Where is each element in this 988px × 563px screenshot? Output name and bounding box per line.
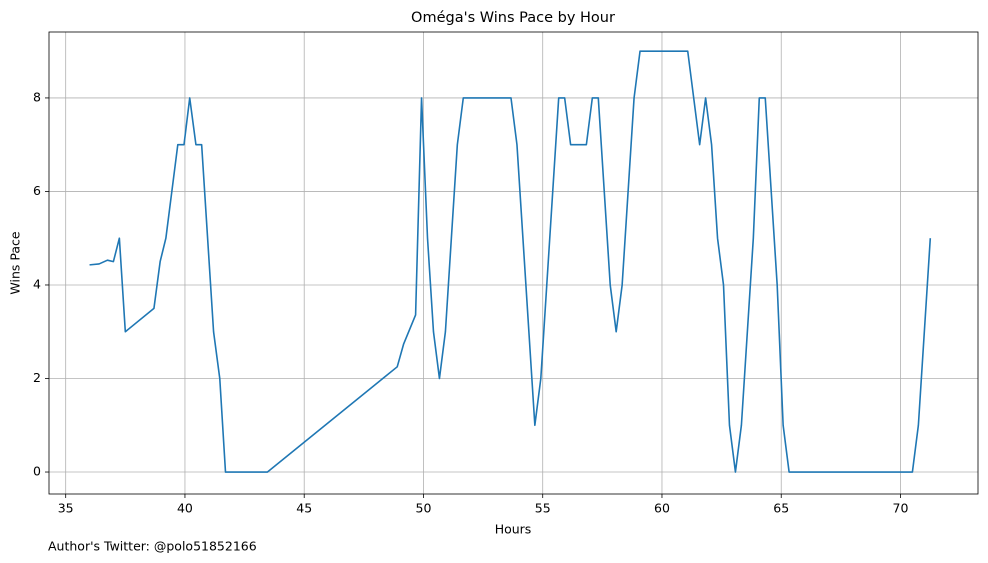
x-tick-label: 70 bbox=[893, 501, 909, 516]
y-tick-label: 8 bbox=[33, 89, 41, 104]
y-tick-label: 0 bbox=[33, 464, 41, 479]
x-tick-label: 55 bbox=[535, 501, 551, 516]
x-tick-label: 45 bbox=[296, 501, 312, 516]
y-axis-label: Wins Pace bbox=[8, 231, 23, 294]
x-axis-label: Hours bbox=[495, 522, 532, 537]
chart-title: Oméga's Wins Pace by Hour bbox=[411, 10, 615, 26]
x-tick-label: 35 bbox=[58, 501, 74, 516]
y-tick-label: 4 bbox=[33, 276, 41, 291]
x-tick-label: 50 bbox=[416, 501, 432, 516]
x-tick-label: 65 bbox=[773, 501, 789, 516]
x-tick-label: 40 bbox=[177, 501, 193, 516]
y-tick-label: 2 bbox=[33, 370, 41, 385]
y-tick-label: 6 bbox=[33, 183, 41, 198]
line bbox=[89, 50, 932, 473]
plot-frame bbox=[48, 31, 979, 495]
footer: Author's Twitter: @polo51852166 bbox=[48, 539, 257, 554]
x-tick-label: 60 bbox=[654, 501, 670, 516]
